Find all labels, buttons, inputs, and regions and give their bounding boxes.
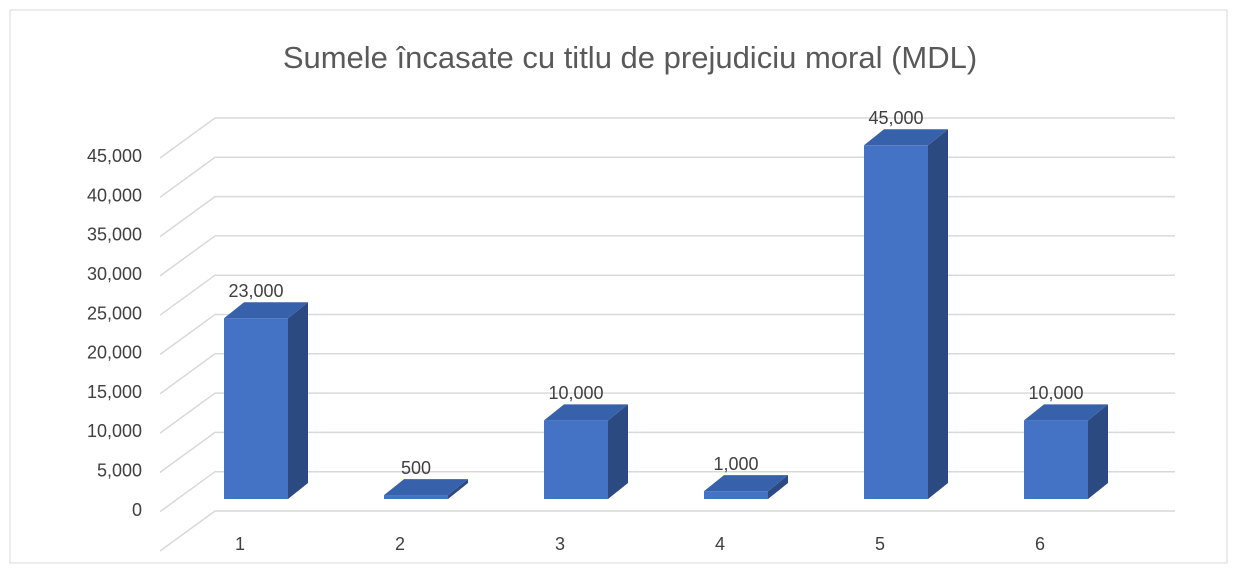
bar-top — [384, 479, 468, 496]
bar-top — [864, 129, 948, 146]
grid-line — [159, 392, 1175, 434]
y-tick-label: 40,000 — [87, 185, 142, 205]
grid-line — [159, 510, 1175, 552]
data-label: 45,000 — [868, 108, 923, 128]
chart-title: Sumele încasate cu titlu de prejudiciu m… — [283, 40, 977, 75]
bar-front — [544, 420, 608, 499]
bar-top — [224, 302, 308, 319]
bar-top — [1024, 404, 1108, 421]
grid-line — [159, 117, 1175, 159]
x-tick-label: 2 — [395, 534, 405, 554]
y-tick-label: 20,000 — [87, 343, 142, 363]
grid-line — [159, 313, 1175, 356]
bar-front — [224, 318, 288, 499]
bar-top — [544, 404, 628, 421]
x-tick-label: 6 — [1035, 534, 1045, 554]
y-tick-label: 45,000 — [87, 146, 142, 166]
bar-side — [928, 129, 948, 500]
y-tick-label: 25,000 — [87, 303, 142, 323]
bar-side — [768, 475, 788, 499]
bar-front — [384, 495, 448, 499]
bar-side — [1088, 404, 1108, 499]
x-tick-label: 1 — [235, 534, 245, 554]
x-tick-label: 4 — [715, 534, 725, 554]
y-tick-label: 0 — [132, 500, 142, 520]
y-tick-label: 35,000 — [87, 225, 142, 245]
bar-side — [608, 404, 628, 499]
bar-side — [288, 302, 308, 499]
bar-top — [704, 475, 788, 492]
grid-line — [159, 156, 1175, 198]
data-label: 1,000 — [713, 454, 758, 474]
x-tick-label: 5 — [875, 534, 885, 554]
data-label: 500 — [401, 458, 431, 478]
grid-line — [159, 195, 1175, 238]
data-label: 23,000 — [228, 281, 283, 301]
bar-front — [704, 491, 768, 499]
y-tick-label: 5,000 — [97, 460, 142, 480]
bar-front — [864, 145, 928, 500]
bar-side — [448, 479, 468, 499]
data-label: 10,000 — [548, 383, 603, 403]
grid-line — [159, 431, 1175, 474]
grid-line — [159, 274, 1175, 316]
y-tick-label: 10,000 — [87, 421, 142, 441]
y-tick-label: 30,000 — [87, 264, 142, 284]
grid-line — [159, 353, 1175, 395]
data-label: 10,000 — [1028, 383, 1083, 403]
grid-line — [159, 235, 1175, 277]
y-tick-label: 15,000 — [87, 382, 142, 402]
bar-front — [1024, 420, 1088, 499]
grid-line — [159, 470, 1175, 513]
x-tick-label: 3 — [555, 534, 565, 554]
